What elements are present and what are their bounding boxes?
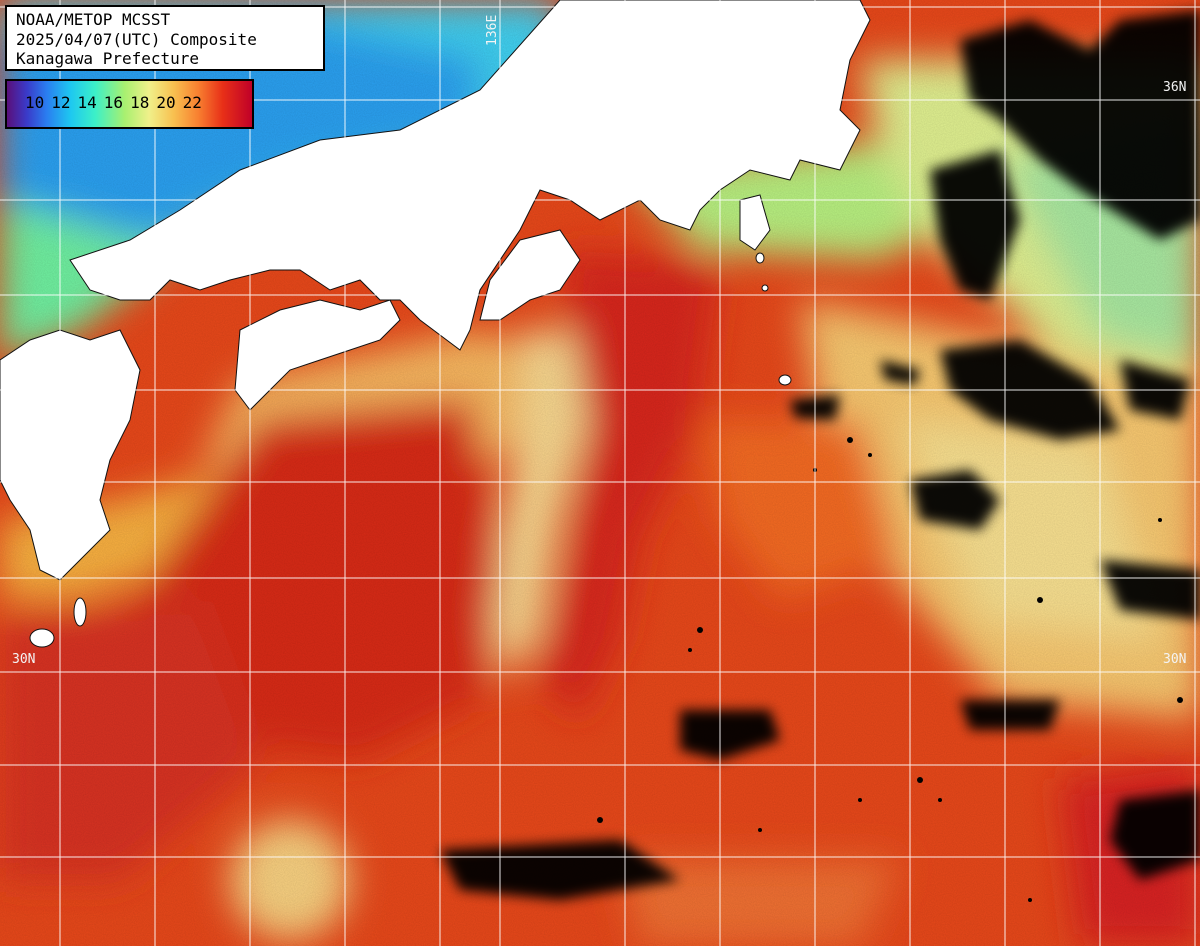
land <box>0 0 871 648</box>
lat-label-36n: 36N <box>1163 80 1187 95</box>
legend-tick: 14 <box>77 93 97 112</box>
lon-label-136e: 136E <box>485 15 500 46</box>
color-legend: 10 12 14 16 18 20 22 <box>5 79 254 129</box>
title-box: NOAA/METOP MCSST 2025/04/07(UTC) Composi… <box>5 5 325 71</box>
legend-labels: 10 12 14 16 18 20 22 <box>25 93 209 112</box>
legend-tick: 18 <box>130 93 150 112</box>
legend-tick: 20 <box>156 93 176 112</box>
cloud-speckle <box>597 437 1183 902</box>
title-line-1: NOAA/METOP MCSST <box>16 10 171 29</box>
title-line-3: Kanagawa Prefecture <box>16 49 200 68</box>
legend-tick: 12 <box>51 93 71 112</box>
legend-tick: 22 <box>182 93 202 112</box>
legend-tick: 10 <box>25 93 45 112</box>
cloud-mask <box>440 10 1200 900</box>
lat-label-30n-right: 30N <box>1163 652 1187 667</box>
title-line-2: 2025/04/07(UTC) Composite <box>16 29 257 49</box>
lat-label-30n-left: 30N <box>12 652 36 667</box>
legend-tick: 16 <box>103 93 124 112</box>
